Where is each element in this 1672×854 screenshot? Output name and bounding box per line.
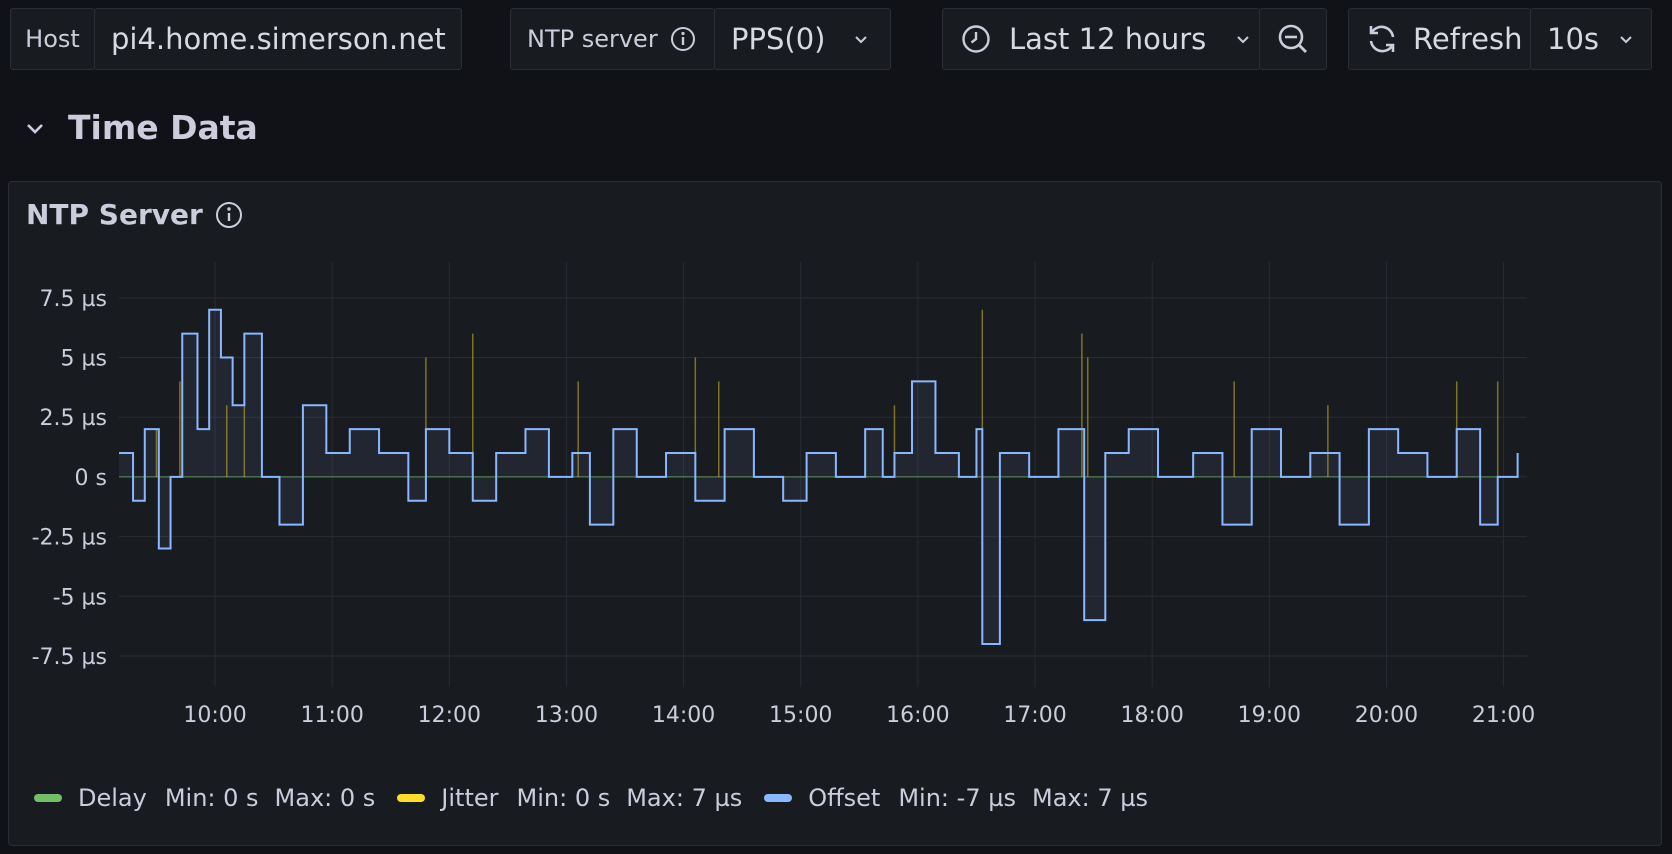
legend-item-delay[interactable]: Delay Min: 0 s Max: 0 s <box>34 784 375 812</box>
x-tick-label: 15:00 <box>769 703 832 728</box>
panel-title[interactable]: NTP Server <box>26 198 203 231</box>
x-tick-label: 17:00 <box>1003 703 1066 728</box>
y-tick-label: -5 µs <box>53 585 107 610</box>
info-icon[interactable] <box>215 201 243 229</box>
x-tick-label: 20:00 <box>1355 703 1418 728</box>
series-line-offset <box>119 308 1519 646</box>
legend-min-value: -7 µs <box>956 784 1016 812</box>
x-tick-label: 18:00 <box>1120 703 1183 728</box>
ntp-server-variable-label: NTP server <box>527 25 658 53</box>
legend-max-value: 0 s <box>339 784 376 812</box>
legend-min-label: Min: <box>164 784 216 812</box>
refresh-label: Refresh <box>1413 22 1523 56</box>
chart-legend: Delay Min: 0 s Max: 0 s Jitter Min: 0 s … <box>34 784 1170 812</box>
dashboard-toolbar: Host pi4.home.simerson.net NTP server PP… <box>10 8 1662 72</box>
legend-min-label: Min: <box>898 784 950 812</box>
legend-series-name: Delay <box>78 784 147 812</box>
time-series-chart[interactable]: 7.5 µs 5 µs 2.5 µs 0 s -2.5 µs -5 µs -7.5 µs 10… <box>9 182 1661 782</box>
x-tick-label: 10:00 <box>183 703 246 728</box>
info-icon[interactable] <box>670 26 696 52</box>
zoom-out-icon <box>1278 24 1307 53</box>
legend-max-label: Max: <box>1032 784 1090 812</box>
y-tick-label: 5 µs <box>61 347 107 372</box>
time-range-value: Last 12 hours <box>1009 22 1207 56</box>
legend-min-value: 0 s <box>223 784 259 812</box>
row-title: Time Data <box>68 108 258 147</box>
legend-item-jitter[interactable]: Jitter Min: 0 s Max: 7 µs <box>397 784 742 812</box>
y-tick-label: 2.5 µs <box>40 406 107 431</box>
x-tick-label: 19:00 <box>1238 703 1301 728</box>
legend-max-value: 7 µs <box>1097 784 1149 812</box>
legend-max-label: Max: <box>274 784 333 812</box>
x-tick-label: 16:00 <box>886 703 949 728</box>
y-tick-label: -7.5 µs <box>32 645 107 670</box>
y-tick-label: -2.5 µs <box>32 526 107 551</box>
host-variable-label-box: Host <box>10 8 95 70</box>
x-tick-label: 21:00 <box>1472 703 1535 728</box>
refresh-interval-select[interactable]: 10s <box>1530 8 1652 70</box>
ntp-server-variable-label-box: NTP server <box>510 8 715 70</box>
legend-min-label: Min: <box>516 784 568 812</box>
y-tick-label: 7.5 µs <box>40 287 107 312</box>
legend-min-value: 0 s <box>574 784 611 812</box>
host-variable-select[interactable]: pi4.home.simerson.net <box>94 8 462 70</box>
chevron-down-icon <box>27 123 43 134</box>
chevron-down-icon <box>1620 36 1632 44</box>
y-tick-label: 0 s <box>75 466 107 491</box>
host-variable-value: pi4.home.simerson.net <box>111 22 446 56</box>
x-tick-label: 11:00 <box>300 703 363 728</box>
refresh-icon <box>1369 25 1395 53</box>
host-variable-label: Host <box>25 25 80 53</box>
series-fill-offset <box>119 309 1518 645</box>
legend-max-value: 7 µs <box>691 784 743 812</box>
chevron-down-icon <box>1237 36 1249 44</box>
legend-item-offset[interactable]: Offset Min: -7 µs Max: 7 µs <box>764 784 1148 812</box>
clock-icon <box>962 25 990 53</box>
ntp-server-panel: NTP Server 7.5 µs 5 µs 2.5 µs 0 s -2.5 µs -5 … <box>8 181 1662 846</box>
zoom-out-button[interactable] <box>1259 8 1327 70</box>
chevron-down-icon <box>855 36 867 44</box>
legend-swatch-delay <box>34 794 62 802</box>
legend-series-name: Jitter <box>441 784 499 812</box>
time-range-picker[interactable]: Last 12 hours <box>942 8 1260 70</box>
x-tick-label: 13:00 <box>535 703 598 728</box>
legend-swatch-jitter <box>397 794 426 802</box>
legend-swatch-offset <box>764 794 793 802</box>
row-collapse-toggle[interactable]: Time Data <box>24 108 258 147</box>
ntp-server-variable-value: PPS(0) <box>731 22 826 56</box>
x-tick-label: 14:00 <box>652 703 715 728</box>
legend-series-name: Offset <box>808 784 881 812</box>
refresh-button[interactable]: Refresh <box>1348 8 1531 70</box>
x-tick-label: 12:00 <box>418 703 481 728</box>
legend-max-label: Max: <box>626 784 684 812</box>
ntp-server-variable-select[interactable]: PPS(0) <box>714 8 891 70</box>
refresh-interval-value: 10s <box>1547 22 1600 56</box>
